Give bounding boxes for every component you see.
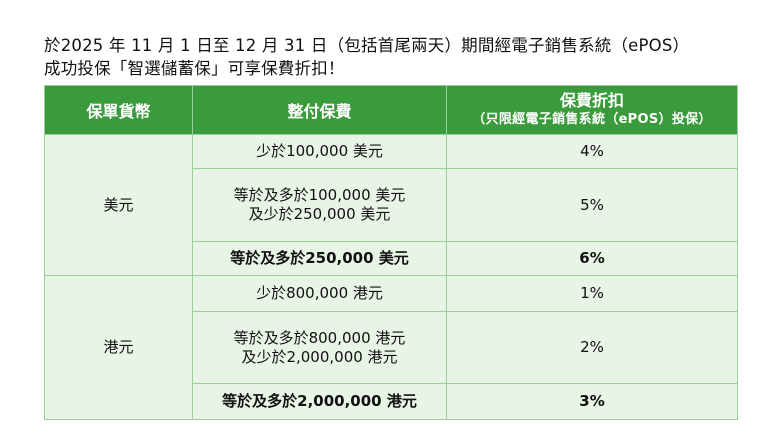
discount-cell: 2% (446, 311, 738, 384)
table-header-row: 保單貨幣 整付保費 保費折扣 （只限經電子銷售系統（ePOS）投保） (44, 85, 738, 135)
table-row: 等於及多於100,000 美元 及少於250,000 美元 5% (45, 168, 738, 242)
premium-line: 及少於250,000 美元 (248, 205, 391, 223)
discount-cell: 3% (446, 383, 738, 420)
premium-cell: 等於及多於800,000 港元 及少於2,000,000 港元 (192, 311, 447, 384)
premium-line: 等於及多於250,000 美元 (230, 249, 409, 267)
discount-table: 保單貨幣 整付保費 保費折扣 （只限經電子銷售系統（ePOS）投保） 美元 少於… (44, 85, 738, 420)
premium-cell: 少於100,000 美元 (192, 134, 447, 169)
discount-cell: 4% (446, 134, 738, 169)
premium-cell: 等於及多於100,000 美元 及少於250,000 美元 (192, 168, 447, 242)
table-row: 港元 少於800,000 港元 1% (44, 275, 738, 420)
premium-line: 及少於2,000,000 港元 (241, 347, 398, 366)
table-row: 等於及多於250,000 美元 6% (45, 241, 738, 276)
premium-line: 等於及多於100,000 美元 (233, 186, 406, 204)
currency-cell-usd: 美元 (44, 134, 193, 276)
premium-cell: 少於800,000 港元 (192, 275, 447, 312)
intro-line-2: 成功投保「智選儲蓄保」可享保費折扣！ (44, 59, 345, 78)
premium-cell: 等於及多於250,000 美元 (192, 241, 447, 276)
premium-line: 等於及多於2,000,000 港元 (222, 392, 417, 410)
table-row: 美元 少於100,000 美元 4% (44, 134, 738, 276)
table-row: 等於及多於2,000,000 港元 3% (45, 383, 738, 420)
intro-line-1: 於2025 年 11 月 1 日至 12 月 31 日（包括首尾兩天）期間經電子… (44, 36, 690, 55)
table-row: 等於及多於800,000 港元 及少於2,000,000 港元 2% (45, 311, 738, 384)
premium-line: 少於100,000 美元 (256, 142, 383, 160)
premium-line: 等於及多於800,000 港元 (233, 328, 406, 347)
discount-cell: 6% (446, 241, 738, 276)
premium-cell: 等於及多於2,000,000 港元 (192, 383, 447, 420)
header-discount-title: 保費折扣 (559, 91, 624, 110)
header-discount: 保費折扣 （只限經電子銷售系統（ePOS）投保） (446, 85, 738, 135)
header-currency: 保單貨幣 (44, 85, 193, 135)
currency-cell-hkd: 港元 (44, 275, 193, 420)
header-premium: 整付保費 (192, 85, 447, 135)
header-discount-note: （只限經電子銷售系統（ePOS）投保） (472, 112, 712, 127)
discount-cell: 5% (446, 168, 738, 242)
intro-paragraph: 於2025 年 11 月 1 日至 12 月 31 日（包括首尾兩天）期間經電子… (44, 34, 754, 80)
discount-cell: 1% (446, 275, 738, 312)
premium-line: 少於800,000 港元 (256, 284, 383, 302)
